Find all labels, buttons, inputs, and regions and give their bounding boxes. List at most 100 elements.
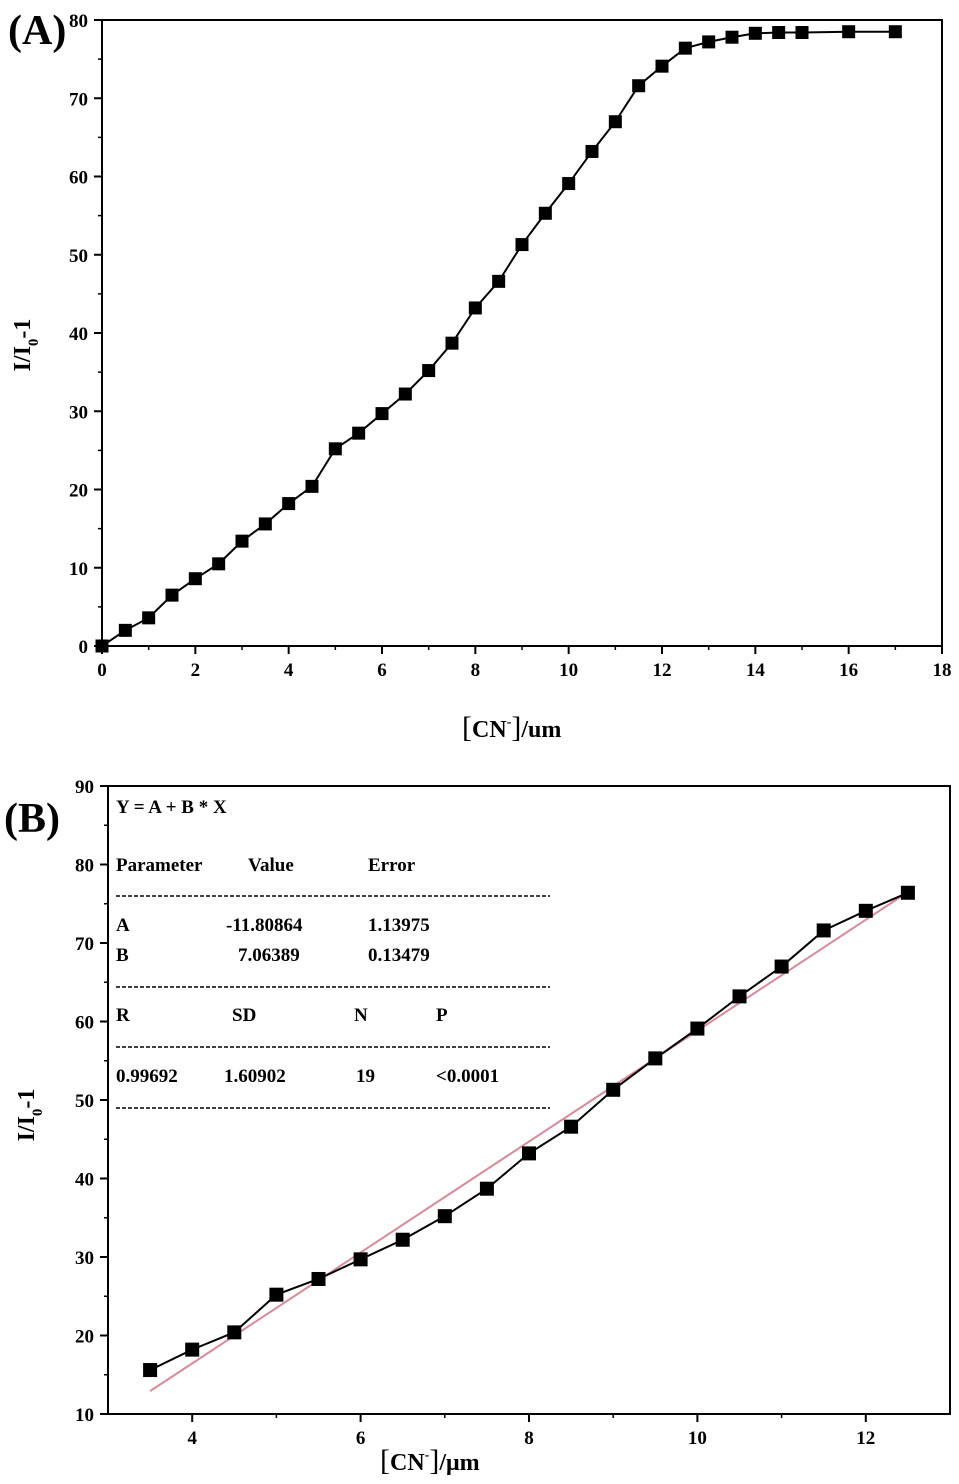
data-point [118, 623, 132, 637]
fit-row-a-error: 1.13975 [368, 915, 430, 936]
data-point [437, 1209, 452, 1224]
data-point [538, 206, 552, 220]
data-point [227, 1325, 242, 1340]
y-tick-label: 20 [75, 1327, 94, 1348]
x-tick-label: 0 [97, 660, 107, 681]
y-tick-label: 80 [69, 11, 88, 32]
panel-a: (A) 0 2 4 6 8 10 12 14 16 18 0 10 20 30 40 50 60 70 80 [C… [8, 8, 952, 744]
fit-equation: Y = A + B * X [116, 797, 227, 818]
panel-b: (B) 4 6 8 10 12 10 20 30 40 50 60 70 80 90 Y = A + B… [4, 777, 951, 1477]
data-point [143, 1363, 158, 1378]
data-point [678, 41, 692, 55]
data-point [311, 1271, 326, 1286]
y-tick-label: 80 [75, 856, 94, 877]
data-point [479, 1181, 494, 1196]
y-tick-label: 60 [75, 1013, 94, 1034]
y-tick-label: 0 [79, 637, 89, 658]
x-tick-label: 10 [688, 1428, 707, 1449]
data-point [282, 497, 296, 511]
y-tick-label: 50 [69, 246, 88, 267]
fit-row-b-error: 0.13479 [368, 945, 430, 966]
data-point [732, 989, 747, 1004]
x-tick-label: 8 [524, 1428, 534, 1449]
data-point [772, 26, 786, 40]
fit-row-a-name: A [116, 915, 130, 936]
panel-a-y-ticks: 0 10 20 30 40 50 60 70 80 [69, 11, 102, 658]
y-tick-label: 10 [69, 559, 88, 580]
data-point [608, 115, 622, 129]
data-point [858, 903, 873, 918]
panel-a-x-axis-title: [CN-]/um [462, 711, 561, 744]
x-tick-label: 12 [653, 660, 672, 681]
x-tick-label: 10 [559, 660, 578, 681]
x-tick-label: 18 [933, 660, 952, 681]
y-tick-label: 20 [69, 481, 88, 502]
fit-row-b-name: B [116, 945, 129, 966]
fit-stats-r-label: R [116, 1005, 130, 1026]
fit-header-value: Value [248, 855, 294, 876]
x-tick-label: 2 [191, 660, 201, 681]
data-point [655, 59, 669, 73]
data-point [328, 442, 342, 456]
fit-stats-p-label: P [436, 1005, 448, 1026]
panel-a-plot-frame [101, 19, 943, 647]
x-tick-label: 4 [187, 1428, 197, 1449]
x-tick-label: 4 [284, 660, 294, 681]
fit-stats-sd-label: SD [232, 1005, 256, 1026]
data-point [353, 1252, 368, 1267]
data-point [816, 923, 831, 938]
panel-b-y-axis-title: I/I0-1 [14, 1089, 46, 1142]
data-point [774, 959, 789, 974]
panel-a-y-axis-title: I/I0-1 [10, 319, 42, 372]
data-point [445, 336, 459, 350]
data-point [795, 26, 809, 40]
y-tick-label: 90 [75, 777, 94, 798]
x-tick-label: 12 [856, 1428, 875, 1449]
fit-stats-p-value: <0.0001 [436, 1066, 499, 1087]
panel-b-fit-line-group [149, 891, 909, 1392]
data-point [748, 26, 762, 40]
panel-b-series [143, 885, 915, 1378]
data-point [648, 1051, 663, 1066]
panel-b-x-ticks: 4 6 8 10 12 [187, 1414, 875, 1449]
data-point [585, 144, 599, 158]
data-point [398, 387, 412, 401]
fit-row-a-value: -11.80864 [226, 915, 303, 936]
data-point [606, 1082, 621, 1097]
data-point [352, 426, 366, 440]
x-tick-label: 6 [356, 1428, 366, 1449]
fit-stats-n-value: 19 [356, 1066, 375, 1087]
data-point [165, 588, 179, 602]
y-tick-label: 60 [69, 168, 88, 189]
fit-results-table: Y = A + B * X Parameter Value Error A -1… [116, 797, 550, 1109]
data-point [725, 30, 739, 44]
data-point [375, 407, 389, 421]
y-tick-label: 70 [75, 934, 94, 955]
panel-b-y-ticks: 10 20 30 40 50 60 70 80 90 [75, 777, 108, 1426]
fit-line [149, 891, 909, 1392]
data-point [395, 1232, 410, 1247]
fit-header-error: Error [368, 855, 416, 876]
data-point [188, 572, 202, 586]
data-point [468, 301, 482, 315]
x-tick-label: 6 [377, 660, 387, 681]
x-tick-label: 8 [471, 660, 481, 681]
panel-b-plot-frame [107, 785, 951, 1415]
data-point [842, 25, 856, 39]
data-point [305, 479, 319, 493]
data-point [422, 364, 436, 378]
panel-a-x-ticks: 0 2 4 6 8 10 12 14 16 18 [97, 646, 952, 681]
data-point [522, 1146, 536, 1161]
data-point [235, 534, 249, 548]
panel-b-x-axis-title: [CN-]/μm [380, 1444, 480, 1477]
data-point [142, 611, 156, 625]
fit-stats-sd-value: 1.60902 [224, 1066, 286, 1087]
data-point [212, 557, 226, 571]
panel-a-label: (A) [8, 8, 66, 54]
data-point [269, 1287, 284, 1302]
data-point [702, 35, 716, 49]
y-tick-label: 10 [75, 1405, 94, 1426]
data-point [564, 1119, 579, 1134]
x-tick-label: 16 [839, 660, 858, 681]
y-tick-label: 30 [75, 1248, 94, 1269]
